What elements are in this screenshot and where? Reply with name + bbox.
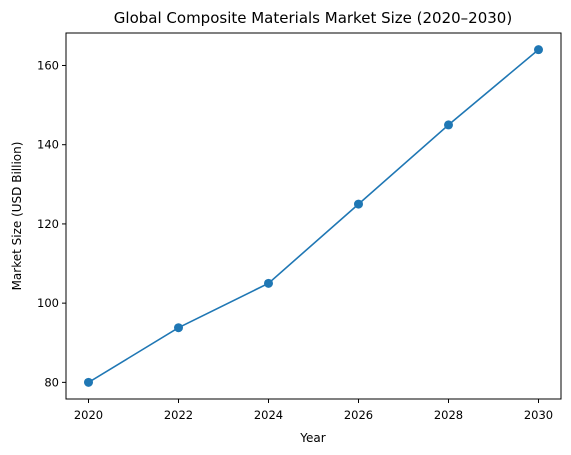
- y-tick-label: 80: [44, 375, 59, 389]
- y-tick-label: 160: [37, 58, 59, 72]
- data-point: [84, 377, 93, 387]
- y-axis: 80 100 120 140 160: [37, 58, 66, 389]
- y-tick-label: 140: [37, 138, 59, 152]
- plot-frame: [65, 32, 562, 400]
- y-axis-label: Market Size (USD Billion): [10, 142, 24, 291]
- x-axis-label: Year: [299, 431, 325, 445]
- data-point: [264, 278, 273, 288]
- y-tick-label: 100: [37, 296, 59, 310]
- data-point: [444, 120, 453, 130]
- x-tick-label: 2024: [254, 408, 283, 422]
- series-markers: [84, 45, 543, 387]
- x-tick-label: 2022: [164, 408, 193, 422]
- x-tick-label: 2026: [344, 408, 373, 422]
- x-tick-label: 2028: [434, 408, 463, 422]
- series-line: [88, 48, 540, 384]
- data-point: [174, 323, 183, 333]
- chart-title: Global Composite Materials Market Size (…: [114, 9, 512, 27]
- x-tick-label: 2030: [524, 408, 553, 422]
- data-point: [354, 199, 363, 209]
- y-tick-label: 120: [37, 217, 59, 231]
- x-tick-label: 2020: [74, 408, 103, 422]
- data-point: [534, 45, 543, 55]
- x-axis: 2020 2022 2024 2026 2028 2030: [74, 399, 553, 422]
